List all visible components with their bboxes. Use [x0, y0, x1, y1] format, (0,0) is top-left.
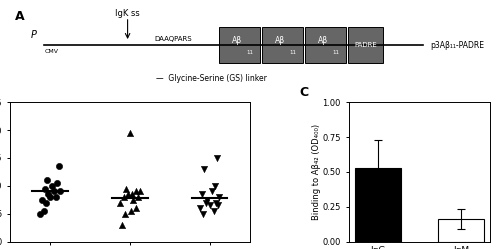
Text: CMV: CMV [44, 49, 59, 54]
Point [40, 209, 48, 213]
Point [56, 189, 64, 193]
Point [129, 198, 137, 202]
Point [38, 198, 46, 202]
Point [41, 187, 49, 190]
Text: 11: 11 [332, 51, 340, 56]
Point [216, 195, 224, 199]
Point [53, 181, 61, 185]
Point [118, 223, 126, 227]
Point [126, 209, 134, 213]
Point [43, 178, 51, 182]
Point [126, 131, 134, 135]
Point [214, 203, 222, 207]
Point [208, 189, 216, 193]
Text: PADRE: PADRE [354, 42, 377, 48]
Point [46, 195, 54, 199]
Point [196, 206, 204, 210]
Bar [356, 168, 401, 242]
Y-axis label: Binding to Aβ₄₂ (OD₄₀₀): Binding to Aβ₄₂ (OD₄₀₀) [312, 124, 320, 220]
Text: IgK ss: IgK ss [115, 9, 140, 18]
Point [198, 192, 206, 196]
Bar [305, 27, 346, 63]
Point [122, 187, 130, 190]
Point [134, 195, 142, 199]
Text: Aβ: Aβ [232, 36, 242, 45]
Point [44, 192, 52, 196]
Point [36, 212, 44, 216]
Point [210, 209, 218, 213]
Point [120, 195, 128, 199]
Point [42, 200, 50, 204]
Point [48, 184, 56, 188]
Point [132, 206, 140, 210]
Text: 11: 11 [246, 51, 254, 56]
Text: p3Aβ₁₁-PADRE: p3Aβ₁₁-PADRE [430, 41, 484, 50]
Text: P: P [30, 30, 36, 40]
Text: A: A [15, 10, 24, 23]
Point [128, 192, 136, 196]
Point [124, 192, 132, 196]
Text: 11: 11 [290, 51, 296, 56]
Point [202, 200, 210, 204]
Point [55, 164, 63, 168]
Point [136, 189, 144, 193]
Text: DAAQPARS: DAAQPARS [154, 36, 192, 42]
Text: Aβ: Aβ [318, 36, 328, 45]
Bar [262, 27, 303, 63]
Text: —  Glycine-Serine (GS) linker: — Glycine-Serine (GS) linker [156, 74, 267, 83]
Bar [438, 219, 484, 242]
Point [116, 200, 124, 204]
Bar [348, 27, 383, 63]
Point [132, 189, 140, 193]
Point [52, 195, 60, 199]
Point [213, 156, 221, 160]
Point [121, 212, 129, 216]
Point [206, 203, 214, 207]
Point [50, 189, 58, 193]
Point [200, 212, 207, 216]
Point [210, 184, 218, 188]
Point [204, 198, 212, 202]
Point [200, 167, 208, 171]
Text: Aβ: Aβ [275, 36, 285, 45]
Text: C: C [300, 86, 308, 99]
Point [212, 200, 220, 204]
Bar [219, 27, 260, 63]
